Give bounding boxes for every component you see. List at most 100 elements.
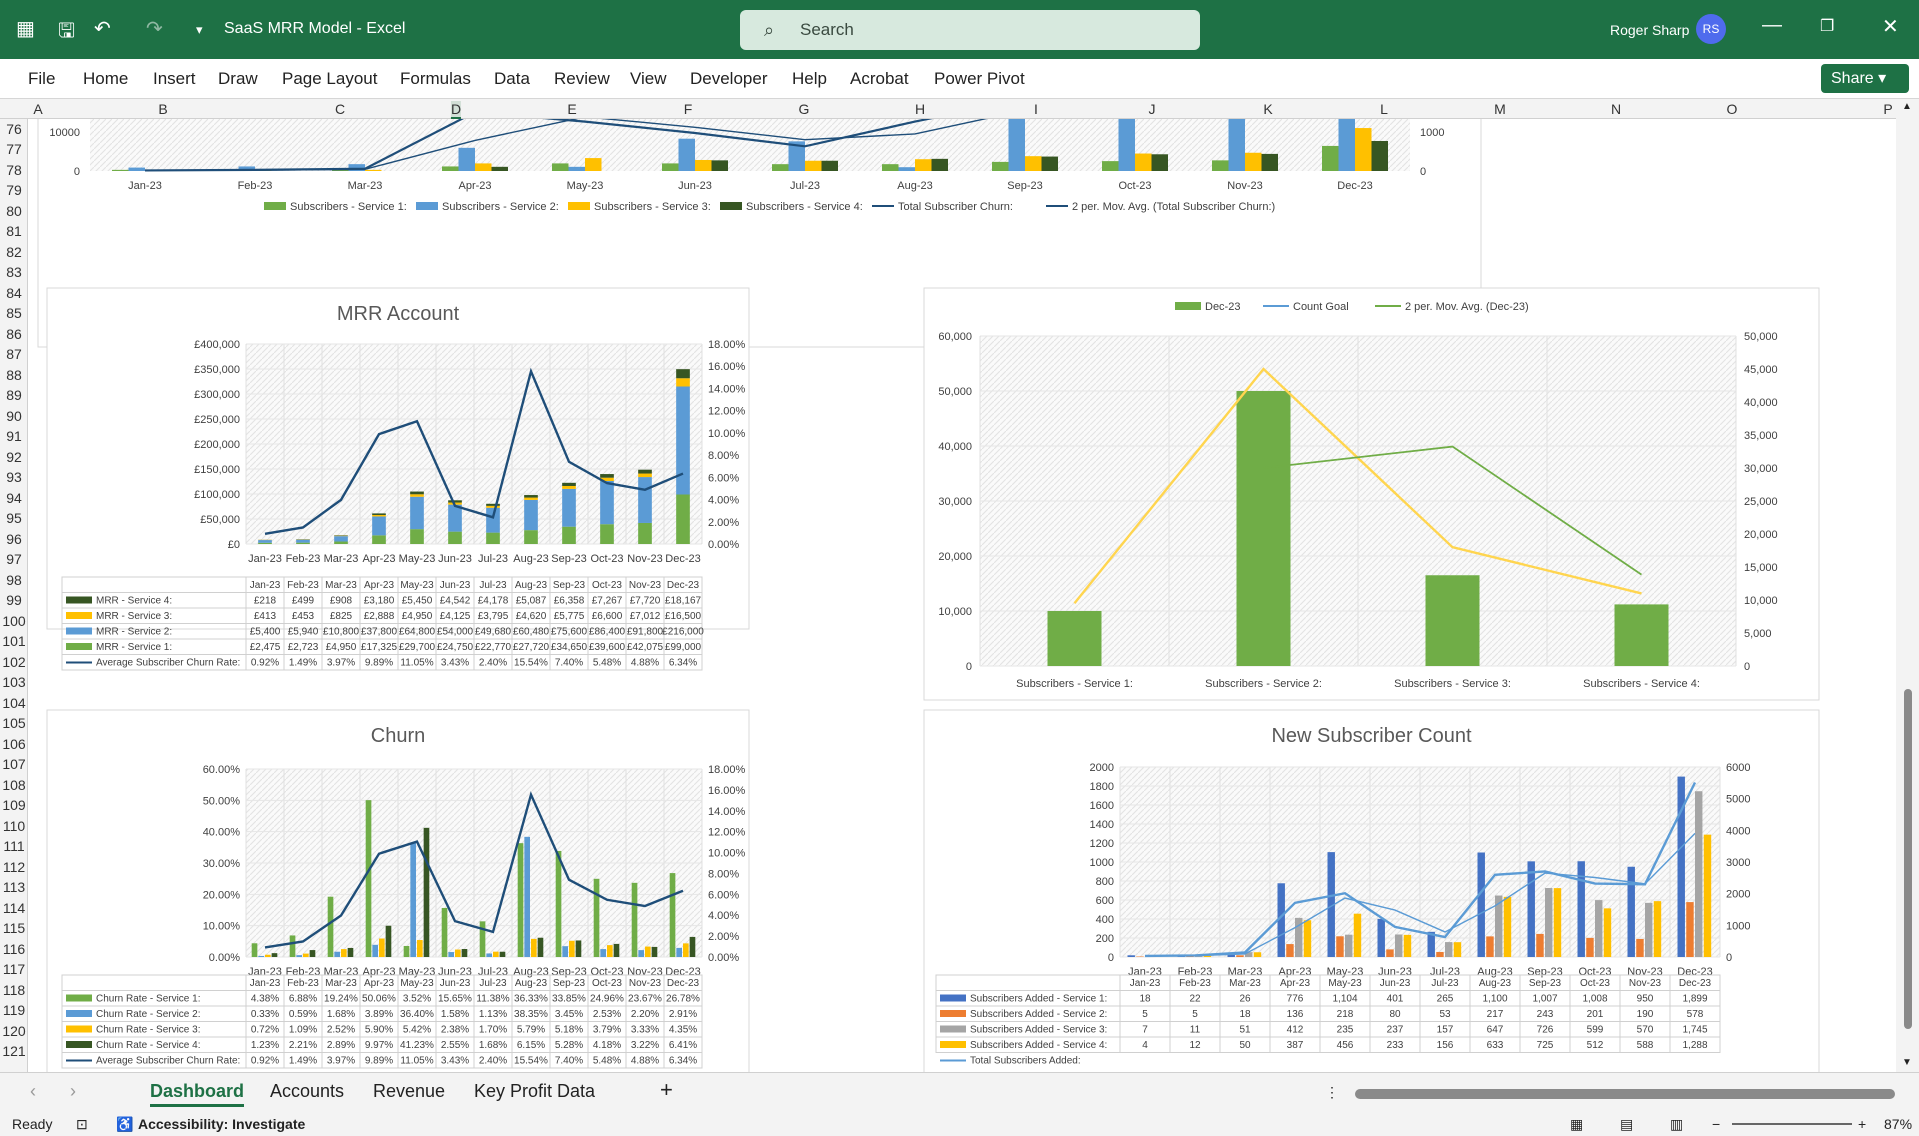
row-header-113[interactable]: 113	[2, 879, 26, 896]
column-header-c[interactable]: C	[334, 101, 346, 117]
column-header-a[interactable]: A	[33, 101, 43, 117]
page-break-view-icon[interactable]: ▥	[1670, 1116, 1684, 1132]
zoom-slider[interactable]	[1732, 1123, 1852, 1125]
close-icon[interactable]: ✕	[1882, 16, 1899, 38]
row-header-121[interactable]: 121	[2, 1043, 26, 1060]
menu-file[interactable]: File	[28, 69, 56, 88]
menu-draw[interactable]: Draw	[218, 69, 258, 88]
search-box[interactable]: ⌕ Search	[740, 10, 1200, 50]
row-header-114[interactable]: 114	[2, 899, 26, 916]
menu-help[interactable]: Help	[792, 69, 827, 88]
row-header-102[interactable]: 102	[2, 653, 26, 670]
column-header-f[interactable]: F	[683, 101, 693, 117]
column-header-e[interactable]: E	[567, 101, 577, 117]
row-header-79[interactable]: 79	[6, 182, 22, 199]
vertical-scrollbar[interactable]: ▲ ▼	[1896, 99, 1919, 1072]
row-header-93[interactable]: 93	[6, 469, 22, 486]
menu-data[interactable]: Data	[494, 69, 530, 88]
row-header-101[interactable]: 101	[2, 633, 26, 650]
row-header-111[interactable]: 111	[3, 838, 25, 855]
row-header-81[interactable]: 81	[6, 223, 22, 240]
redo-icon[interactable]: ↷	[146, 18, 163, 40]
row-header-108[interactable]: 108	[2, 776, 26, 793]
row-header-94[interactable]: 94	[6, 489, 22, 506]
row-header-119[interactable]: 119	[2, 1002, 26, 1019]
worksheet-grid[interactable]: 10000 0 1000 0 Jan-23 Feb-23 Mar-23 Apr-23 May-2…	[28, 119, 1896, 1072]
column-header-b[interactable]: B	[158, 101, 168, 117]
row-header-99[interactable]: 99	[6, 592, 22, 609]
save-icon[interactable]: 🖫	[58, 20, 76, 42]
row-header-88[interactable]: 88	[6, 366, 22, 383]
column-header-j[interactable]: J	[1148, 101, 1156, 117]
scroll-down-icon[interactable]: ▼	[1902, 1057, 1912, 1068]
undo-icon[interactable]: ↶	[94, 18, 111, 40]
row-header-97[interactable]: 97	[6, 551, 22, 568]
menu-home[interactable]: Home	[83, 69, 129, 88]
row-header-116[interactable]: 116	[2, 940, 26, 957]
row-header-83[interactable]: 83	[6, 264, 22, 281]
minimize-icon[interactable]: —	[1762, 14, 1782, 36]
row-header-118[interactable]: 118	[2, 981, 26, 998]
row-header-95[interactable]: 95	[6, 510, 22, 527]
menu-insert[interactable]: Insert	[153, 69, 196, 88]
column-header-g[interactable]: G	[798, 101, 810, 117]
accessibility-status[interactable]: Accessibility: Investigate	[138, 1116, 306, 1132]
row-header-91[interactable]: 91	[6, 428, 22, 445]
tab-key-profit-data[interactable]: Key Profit Data	[474, 1081, 596, 1101]
row-header-89[interactable]: 89	[6, 387, 22, 404]
row-header-110[interactable]: 110	[2, 817, 26, 834]
row-header-117[interactable]: 117	[2, 961, 26, 978]
row-header-85[interactable]: 85	[6, 305, 22, 322]
tab-scroll-right-icon[interactable]: ›	[70, 1081, 76, 1101]
restore-icon[interactable]: ❐	[1820, 18, 1835, 35]
row-header-77[interactable]: 77	[6, 141, 22, 158]
row-header-107[interactable]: 107	[2, 756, 26, 773]
menu-power-pivot[interactable]: Power Pivot	[934, 69, 1025, 88]
row-header-87[interactable]: 87	[6, 346, 22, 363]
tab-accounts[interactable]: Accounts	[270, 1081, 345, 1101]
row-header-76[interactable]: 76	[6, 121, 22, 137]
column-header-n[interactable]: N	[1610, 101, 1622, 117]
tab-scroll-left-icon[interactable]: ‹	[30, 1081, 36, 1101]
horizontal-scroll-thumb[interactable]	[1355, 1089, 1895, 1099]
page-layout-view-icon[interactable]: ▤	[1620, 1116, 1634, 1132]
menu-view[interactable]: View	[630, 69, 667, 88]
row-header-104[interactable]: 104	[2, 694, 26, 711]
column-header-k[interactable]: K	[1263, 101, 1273, 117]
tab-revenue[interactable]: Revenue	[373, 1081, 446, 1101]
row-header-103[interactable]: 103	[2, 674, 26, 691]
row-header-86[interactable]: 86	[6, 325, 22, 342]
column-header-o[interactable]: O	[1726, 101, 1738, 117]
row-header-109[interactable]: 109	[2, 797, 26, 814]
row-header-82[interactable]: 82	[6, 243, 22, 260]
scroll-up-icon[interactable]: ▲	[1902, 101, 1912, 112]
column-header-d[interactable]: D	[450, 101, 462, 119]
row-header-105[interactable]: 105	[2, 715, 26, 732]
row-header-84[interactable]: 84	[6, 284, 22, 301]
accessibility-icon[interactable]: ♿	[116, 1116, 134, 1132]
customize-qat-icon[interactable]: ▾	[196, 22, 203, 37]
column-header-i[interactable]: I	[1034, 101, 1038, 117]
row-header-80[interactable]: 80	[6, 202, 22, 219]
menu-review[interactable]: Review	[554, 69, 610, 88]
menu-acrobat[interactable]: Acrobat	[850, 69, 909, 88]
zoom-in-icon[interactable]: +	[1858, 1116, 1867, 1132]
row-header-112[interactable]: 112	[2, 858, 26, 875]
row-header-100[interactable]: 100	[2, 612, 26, 629]
column-header-l[interactable]: L	[1380, 101, 1388, 117]
column-header-h[interactable]: H	[914, 101, 926, 117]
zoom-level[interactable]: 87%	[1884, 1116, 1913, 1132]
add-sheet-icon[interactable]: +	[660, 1077, 673, 1102]
row-header-98[interactable]: 98	[6, 571, 22, 588]
row-header-78[interactable]: 78	[6, 161, 22, 178]
vertical-scroll-thumb[interactable]	[1904, 689, 1912, 1029]
row-header-96[interactable]: 96	[6, 530, 22, 547]
menu-developer[interactable]: Developer	[690, 69, 768, 88]
avatar[interactable]: RS	[1696, 14, 1726, 44]
row-header-106[interactable]: 106	[2, 735, 26, 752]
column-header-p[interactable]: P	[1883, 101, 1893, 117]
normal-view-icon[interactable]: ▦	[1570, 1116, 1584, 1132]
share-button[interactable]: Share ▾	[1821, 64, 1909, 93]
menu-formulas[interactable]: Formulas	[400, 69, 471, 88]
menu-page-layout[interactable]: Page Layout	[282, 69, 378, 88]
